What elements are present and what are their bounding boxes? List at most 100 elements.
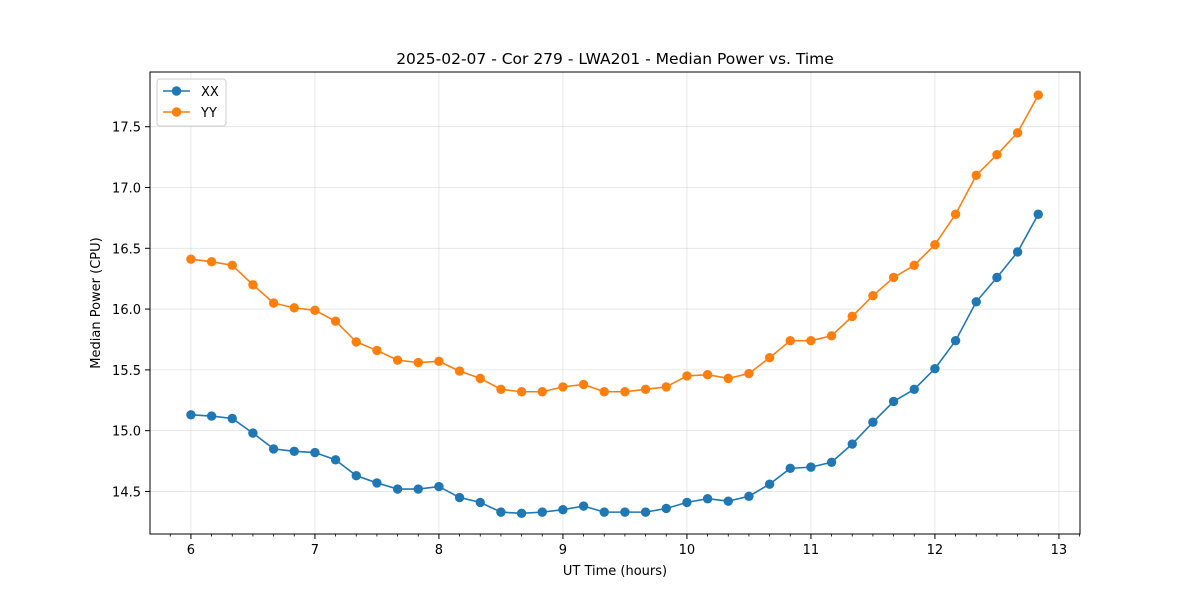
data-point-xx bbox=[930, 363, 940, 374]
y-tick-label: 16.5 bbox=[112, 242, 141, 257]
data-point-xx bbox=[475, 497, 485, 508]
data-point-yy bbox=[785, 335, 795, 346]
data-point-xx bbox=[434, 481, 444, 492]
data-point-yy bbox=[888, 272, 899, 283]
data-point-xx bbox=[558, 504, 568, 515]
data-point-xx bbox=[516, 508, 527, 519]
data-point-yy bbox=[186, 254, 196, 264]
plot-frame bbox=[149, 71, 1081, 535]
data-point-yy bbox=[372, 345, 382, 356]
data-point-xx bbox=[806, 462, 816, 472]
data-point-yy bbox=[682, 371, 692, 381]
data-point-xx bbox=[289, 446, 299, 457]
data-point-xx bbox=[826, 457, 837, 467]
data-point-xx bbox=[744, 491, 754, 502]
data-point-yy bbox=[744, 368, 754, 379]
data-point-yy bbox=[310, 305, 320, 315]
data-point-xx bbox=[578, 501, 589, 511]
data-point-xx bbox=[268, 444, 279, 454]
legend-swatch-xx-marker bbox=[171, 86, 182, 96]
data-point-yy bbox=[930, 239, 940, 250]
legend-label-yy: YY bbox=[200, 106, 217, 121]
data-point-yy bbox=[496, 384, 506, 395]
data-point-yy bbox=[909, 260, 919, 271]
data-point-yy bbox=[330, 316, 341, 326]
data-point-xx bbox=[764, 479, 775, 489]
y-tick-label: 16.0 bbox=[112, 303, 141, 318]
data-point-xx bbox=[186, 410, 196, 420]
data-point-yy bbox=[702, 370, 713, 380]
data-point-xx bbox=[372, 478, 382, 488]
axis-layer: 6 7 8 9 10 11 12 13 14.5 15.0 15.5 16.0 16.5 17.0 17.5 bbox=[112, 121, 1080, 558]
data-point-yy bbox=[950, 209, 961, 219]
data-point-xx bbox=[868, 417, 878, 427]
data-point-xx bbox=[661, 503, 671, 514]
data-point-yy bbox=[806, 335, 816, 346]
y-axis-label: Median Power (CPU) bbox=[89, 237, 104, 368]
data-point-yy bbox=[620, 387, 630, 397]
x-tick-label: 11 bbox=[803, 543, 820, 558]
data-point-yy bbox=[640, 384, 651, 395]
data-point-yy bbox=[971, 170, 981, 181]
data-point-yy bbox=[206, 256, 217, 267]
data-point-xx bbox=[248, 428, 258, 438]
data-point-xx bbox=[206, 411, 217, 421]
data-point-xx bbox=[227, 413, 237, 424]
data-point-xx bbox=[310, 447, 320, 458]
data-point-xx bbox=[847, 439, 857, 449]
data-point-yy bbox=[578, 379, 589, 390]
data-point-xx bbox=[496, 507, 506, 517]
data-point-yy bbox=[434, 356, 444, 367]
data-point-yy bbox=[227, 260, 237, 271]
data-point-xx bbox=[950, 335, 961, 346]
grid-layer bbox=[150, 72, 1080, 534]
data-point-yy bbox=[475, 373, 485, 384]
legend-label-xx: XX bbox=[201, 85, 219, 100]
data-point-xx bbox=[888, 396, 899, 407]
data-point-xx bbox=[909, 384, 919, 395]
data-point-yy bbox=[992, 149, 1002, 160]
legend: XX YY bbox=[156, 78, 227, 127]
data-point-yy bbox=[268, 298, 279, 308]
data-point-xx bbox=[682, 497, 692, 508]
data-point-xx bbox=[537, 507, 547, 517]
x-tick-label: 8 bbox=[435, 543, 443, 558]
x-axis-label: UT Time (hours) bbox=[563, 564, 667, 579]
data-point-xx bbox=[330, 455, 341, 465]
data-point-yy bbox=[826, 331, 837, 341]
data-point-xx bbox=[785, 463, 795, 474]
legend-swatch-yy-marker bbox=[171, 107, 182, 117]
data-point-xx bbox=[599, 507, 609, 517]
x-tick-label: 7 bbox=[311, 543, 319, 558]
y-tick-label: 17.0 bbox=[112, 182, 141, 197]
data-point-yy bbox=[537, 387, 547, 397]
data-point-xx bbox=[640, 507, 651, 517]
data-point-yy bbox=[847, 311, 857, 322]
data-point-yy bbox=[351, 337, 361, 347]
data-point-xx bbox=[392, 484, 403, 494]
x-tick-label: 10 bbox=[679, 543, 696, 558]
data-point-xx bbox=[413, 484, 423, 494]
data-point-yy bbox=[558, 382, 568, 392]
data-point-xx bbox=[620, 507, 630, 517]
chart-title: 2025-02-07 - Cor 279 - LWA201 - Median P… bbox=[396, 50, 834, 68]
data-point-yy bbox=[868, 291, 878, 301]
y-tick-label: 14.5 bbox=[112, 485, 141, 500]
data-point-xx bbox=[992, 272, 1002, 283]
data-point-yy bbox=[454, 366, 465, 376]
data-point-yy bbox=[764, 353, 775, 363]
data-point-yy bbox=[599, 387, 609, 397]
y-tick-label: 15.5 bbox=[112, 364, 141, 379]
series-layer bbox=[186, 90, 1043, 519]
x-tick-label: 6 bbox=[187, 543, 195, 558]
data-point-xx bbox=[723, 496, 733, 506]
data-point-xx bbox=[702, 494, 713, 504]
y-tick-label: 17.5 bbox=[112, 121, 141, 136]
x-tick-label: 13 bbox=[1051, 543, 1068, 558]
y-tick-label: 15.0 bbox=[112, 425, 141, 440]
data-point-yy bbox=[413, 357, 423, 368]
data-point-yy bbox=[1033, 90, 1043, 100]
data-point-yy bbox=[661, 382, 671, 392]
data-point-yy bbox=[248, 280, 258, 290]
